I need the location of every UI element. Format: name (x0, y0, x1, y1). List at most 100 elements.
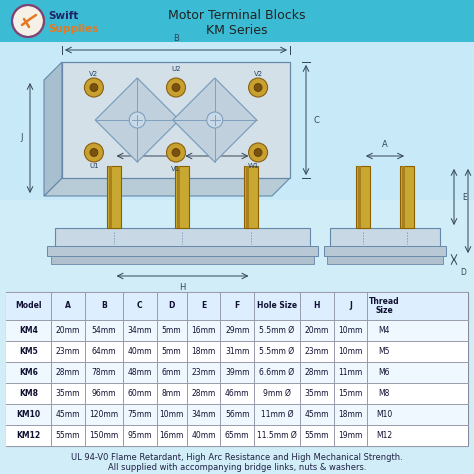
Text: Thread
Size: Thread Size (369, 297, 400, 315)
Text: 65mm: 65mm (225, 431, 249, 440)
Text: 5.5mm Ø: 5.5mm Ø (259, 326, 294, 335)
Text: 40mm: 40mm (191, 431, 216, 440)
Text: M4: M4 (378, 326, 390, 335)
Text: 35mm: 35mm (55, 389, 80, 398)
Text: 23mm: 23mm (55, 347, 80, 356)
Text: Supplies: Supplies (48, 24, 99, 34)
Text: Swift: Swift (48, 11, 78, 21)
Text: W1: W1 (248, 164, 259, 169)
Bar (0, 200, 474, 474)
Bar (6, 320, 468, 341)
Text: 5mm: 5mm (162, 326, 182, 335)
Bar (246, 166, 249, 228)
Bar (6, 362, 468, 383)
Text: 8mm: 8mm (162, 389, 182, 398)
Bar (402, 166, 405, 228)
Text: 16mm: 16mm (159, 431, 184, 440)
Text: H: H (313, 301, 320, 310)
Bar (55, 228, 310, 256)
Bar (6, 341, 468, 362)
Text: 35mm: 35mm (304, 389, 329, 398)
Circle shape (166, 143, 185, 162)
Text: V1: V1 (172, 166, 181, 172)
Polygon shape (44, 62, 62, 196)
Text: 29mm: 29mm (225, 326, 249, 335)
Circle shape (84, 78, 103, 97)
Circle shape (172, 83, 180, 91)
Text: KM5: KM5 (19, 347, 38, 356)
Circle shape (84, 143, 103, 162)
Text: H: H (179, 283, 186, 292)
Text: KM12: KM12 (16, 431, 40, 440)
Polygon shape (173, 78, 257, 162)
Text: 150mm: 150mm (89, 431, 118, 440)
Text: E: E (201, 301, 206, 310)
Text: M6: M6 (378, 368, 390, 377)
Text: 46mm: 46mm (225, 389, 249, 398)
Circle shape (129, 112, 145, 128)
Text: V2: V2 (254, 71, 263, 77)
Text: M5: M5 (378, 347, 390, 356)
Bar (6, 292, 468, 446)
Text: 10mm: 10mm (159, 410, 184, 419)
Text: U2: U2 (171, 66, 181, 72)
Text: 75mm: 75mm (128, 410, 152, 419)
Text: 60mm: 60mm (128, 389, 152, 398)
Text: 5mm: 5mm (162, 347, 182, 356)
Text: F: F (235, 301, 240, 310)
Bar (6, 404, 468, 425)
Text: UL 94-V0 Flame Retardant, High Arc Resistance and High Mechanical Strength.: UL 94-V0 Flame Retardant, High Arc Resis… (71, 453, 403, 462)
Text: 11mm Ø: 11mm Ø (261, 410, 293, 419)
Text: 18mm: 18mm (191, 347, 216, 356)
Circle shape (248, 78, 268, 97)
Text: 18mm: 18mm (338, 410, 363, 419)
Text: V2: V2 (90, 71, 99, 77)
Text: 20mm: 20mm (304, 326, 329, 335)
Text: E: E (462, 192, 467, 201)
Text: 56mm: 56mm (225, 410, 249, 419)
Bar (51, 256, 314, 264)
Bar (327, 256, 443, 264)
Text: D: D (460, 268, 466, 277)
Bar (6, 425, 468, 446)
Text: 28mm: 28mm (55, 368, 80, 377)
Text: 31mm: 31mm (225, 347, 249, 356)
Text: Motor Terminal Blocks: Motor Terminal Blocks (168, 9, 306, 21)
Text: 96mm: 96mm (91, 389, 116, 398)
Circle shape (166, 78, 185, 97)
Circle shape (172, 148, 180, 156)
Text: 5.5mm Ø: 5.5mm Ø (259, 347, 294, 356)
Text: C: C (314, 116, 320, 125)
Text: 10mm: 10mm (338, 326, 363, 335)
Text: 55mm: 55mm (304, 431, 329, 440)
Text: KM Series: KM Series (206, 24, 268, 36)
Text: 19mm: 19mm (338, 431, 363, 440)
Text: All supplied with accompanying bridge links, nuts & washers.: All supplied with accompanying bridge li… (108, 464, 366, 473)
Bar (245, 166, 258, 228)
Text: 28mm: 28mm (305, 368, 329, 377)
Text: KM10: KM10 (16, 410, 40, 419)
Text: 10mm: 10mm (338, 347, 363, 356)
Text: 54mm: 54mm (91, 326, 116, 335)
Bar (175, 166, 190, 228)
Text: 39mm: 39mm (225, 368, 249, 377)
Text: 64mm: 64mm (91, 347, 116, 356)
Text: A: A (382, 140, 388, 149)
Text: M8: M8 (378, 389, 390, 398)
Circle shape (90, 148, 98, 156)
Text: 34mm: 34mm (191, 410, 216, 419)
Text: C: C (137, 301, 143, 310)
Text: D: D (168, 301, 175, 310)
Text: 45mm: 45mm (304, 410, 329, 419)
Text: 20mm: 20mm (55, 326, 80, 335)
Circle shape (90, 83, 98, 91)
Bar (358, 166, 361, 228)
Text: B: B (101, 301, 107, 310)
Text: KM6: KM6 (19, 368, 38, 377)
Bar (109, 166, 112, 228)
Text: A: A (214, 140, 220, 149)
Bar (6, 383, 468, 404)
Text: 34mm: 34mm (128, 326, 152, 335)
Text: M10: M10 (376, 410, 392, 419)
Text: U1: U1 (89, 164, 99, 169)
